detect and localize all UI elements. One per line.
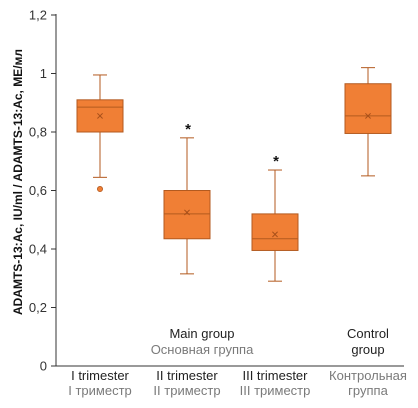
box-iqr [163,190,211,240]
box-iqr [344,83,392,134]
mean-marker [272,231,278,238]
category-label-en: I trimester [71,368,129,383]
outlier-point [97,186,104,193]
group-label-ru: Основная группа [151,342,254,357]
y-tick-labels: 0 0,2 0,4 0,6 0,8 1 1,2 [29,8,47,374]
y-tick-label: 1 [40,66,47,81]
category-label-ru: I триместр [68,383,132,398]
mean-marker [97,112,103,119]
axes [51,14,404,367]
box-iqr [251,213,299,251]
box-2: * [163,121,211,275]
category-label-ru: Контрольная [329,368,407,383]
box-4 [344,67,392,177]
boxes: ** [76,67,392,282]
group-label-en: group [351,342,384,357]
y-tick-label: 0,8 [29,125,47,140]
significance-star: * [273,153,279,170]
group-label-en: Main group [169,326,234,341]
category-label-ru: III триместр [240,383,311,398]
y-tick-label: 0,2 [29,300,47,315]
y-tick-label: 0,6 [29,183,47,198]
box-3: * [251,153,299,282]
y-tick-label: 0 [40,359,47,374]
mean-marker [184,209,190,216]
y-tick-label: 1,2 [29,8,47,23]
box-1 [76,74,124,193]
category-label-ru: II триместр [153,383,220,398]
group-label-en: Control [347,326,389,341]
category-label-ru: группа [348,383,388,398]
mean-marker [365,112,371,119]
y-axis-label: ADAMTS-13:Ac, IU/ml / ADAMTS-13:Ac, МЕ/м… [11,49,25,315]
y-tick-label: 0,4 [29,242,47,257]
significance-star: * [185,121,191,138]
category-label-en: II trimester [156,368,218,383]
category-label-en: III trimester [242,368,308,383]
